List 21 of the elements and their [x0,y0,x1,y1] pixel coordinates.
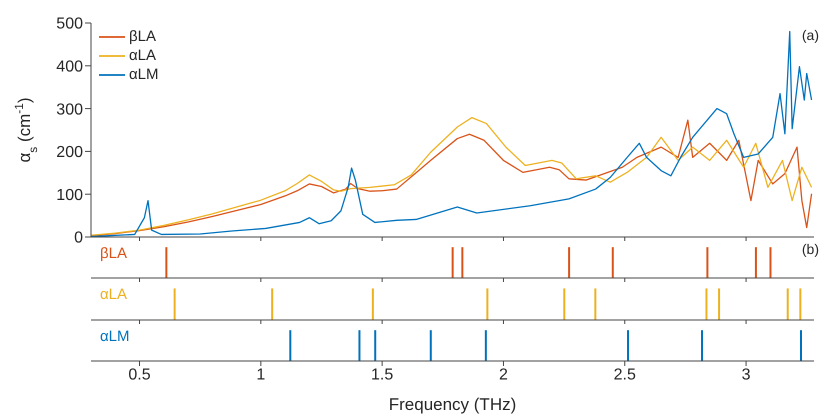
y-tick-label: 0 [74,230,84,247]
y-tick-label: 400 [56,58,84,76]
x-tick-label: 0.5 [128,366,151,384]
x-tick-label: 2.5 [614,366,636,384]
y-tick-label: 500 [56,16,84,33]
annotation: (b) [802,241,819,257]
legend-label: βLA [129,28,156,45]
x-tick-label: 1.5 [371,366,394,384]
y-tick-label: 100 [56,186,84,204]
text: αLA [100,286,128,303]
x-tick-label: 1 [256,366,266,384]
text: βLA [100,245,127,262]
x-tick-label: 2 [498,366,508,384]
annotation: (a) [802,27,819,43]
text: αLM [100,328,130,345]
y-tick-label: 300 [56,101,84,118]
legend-label: αLM [129,66,159,83]
x-tick-label: 3 [742,366,751,384]
y-tick-label: 200 [56,144,84,162]
x-axis-title: Frequency (THz) [388,395,516,414]
legend-label: αLA [129,47,156,64]
